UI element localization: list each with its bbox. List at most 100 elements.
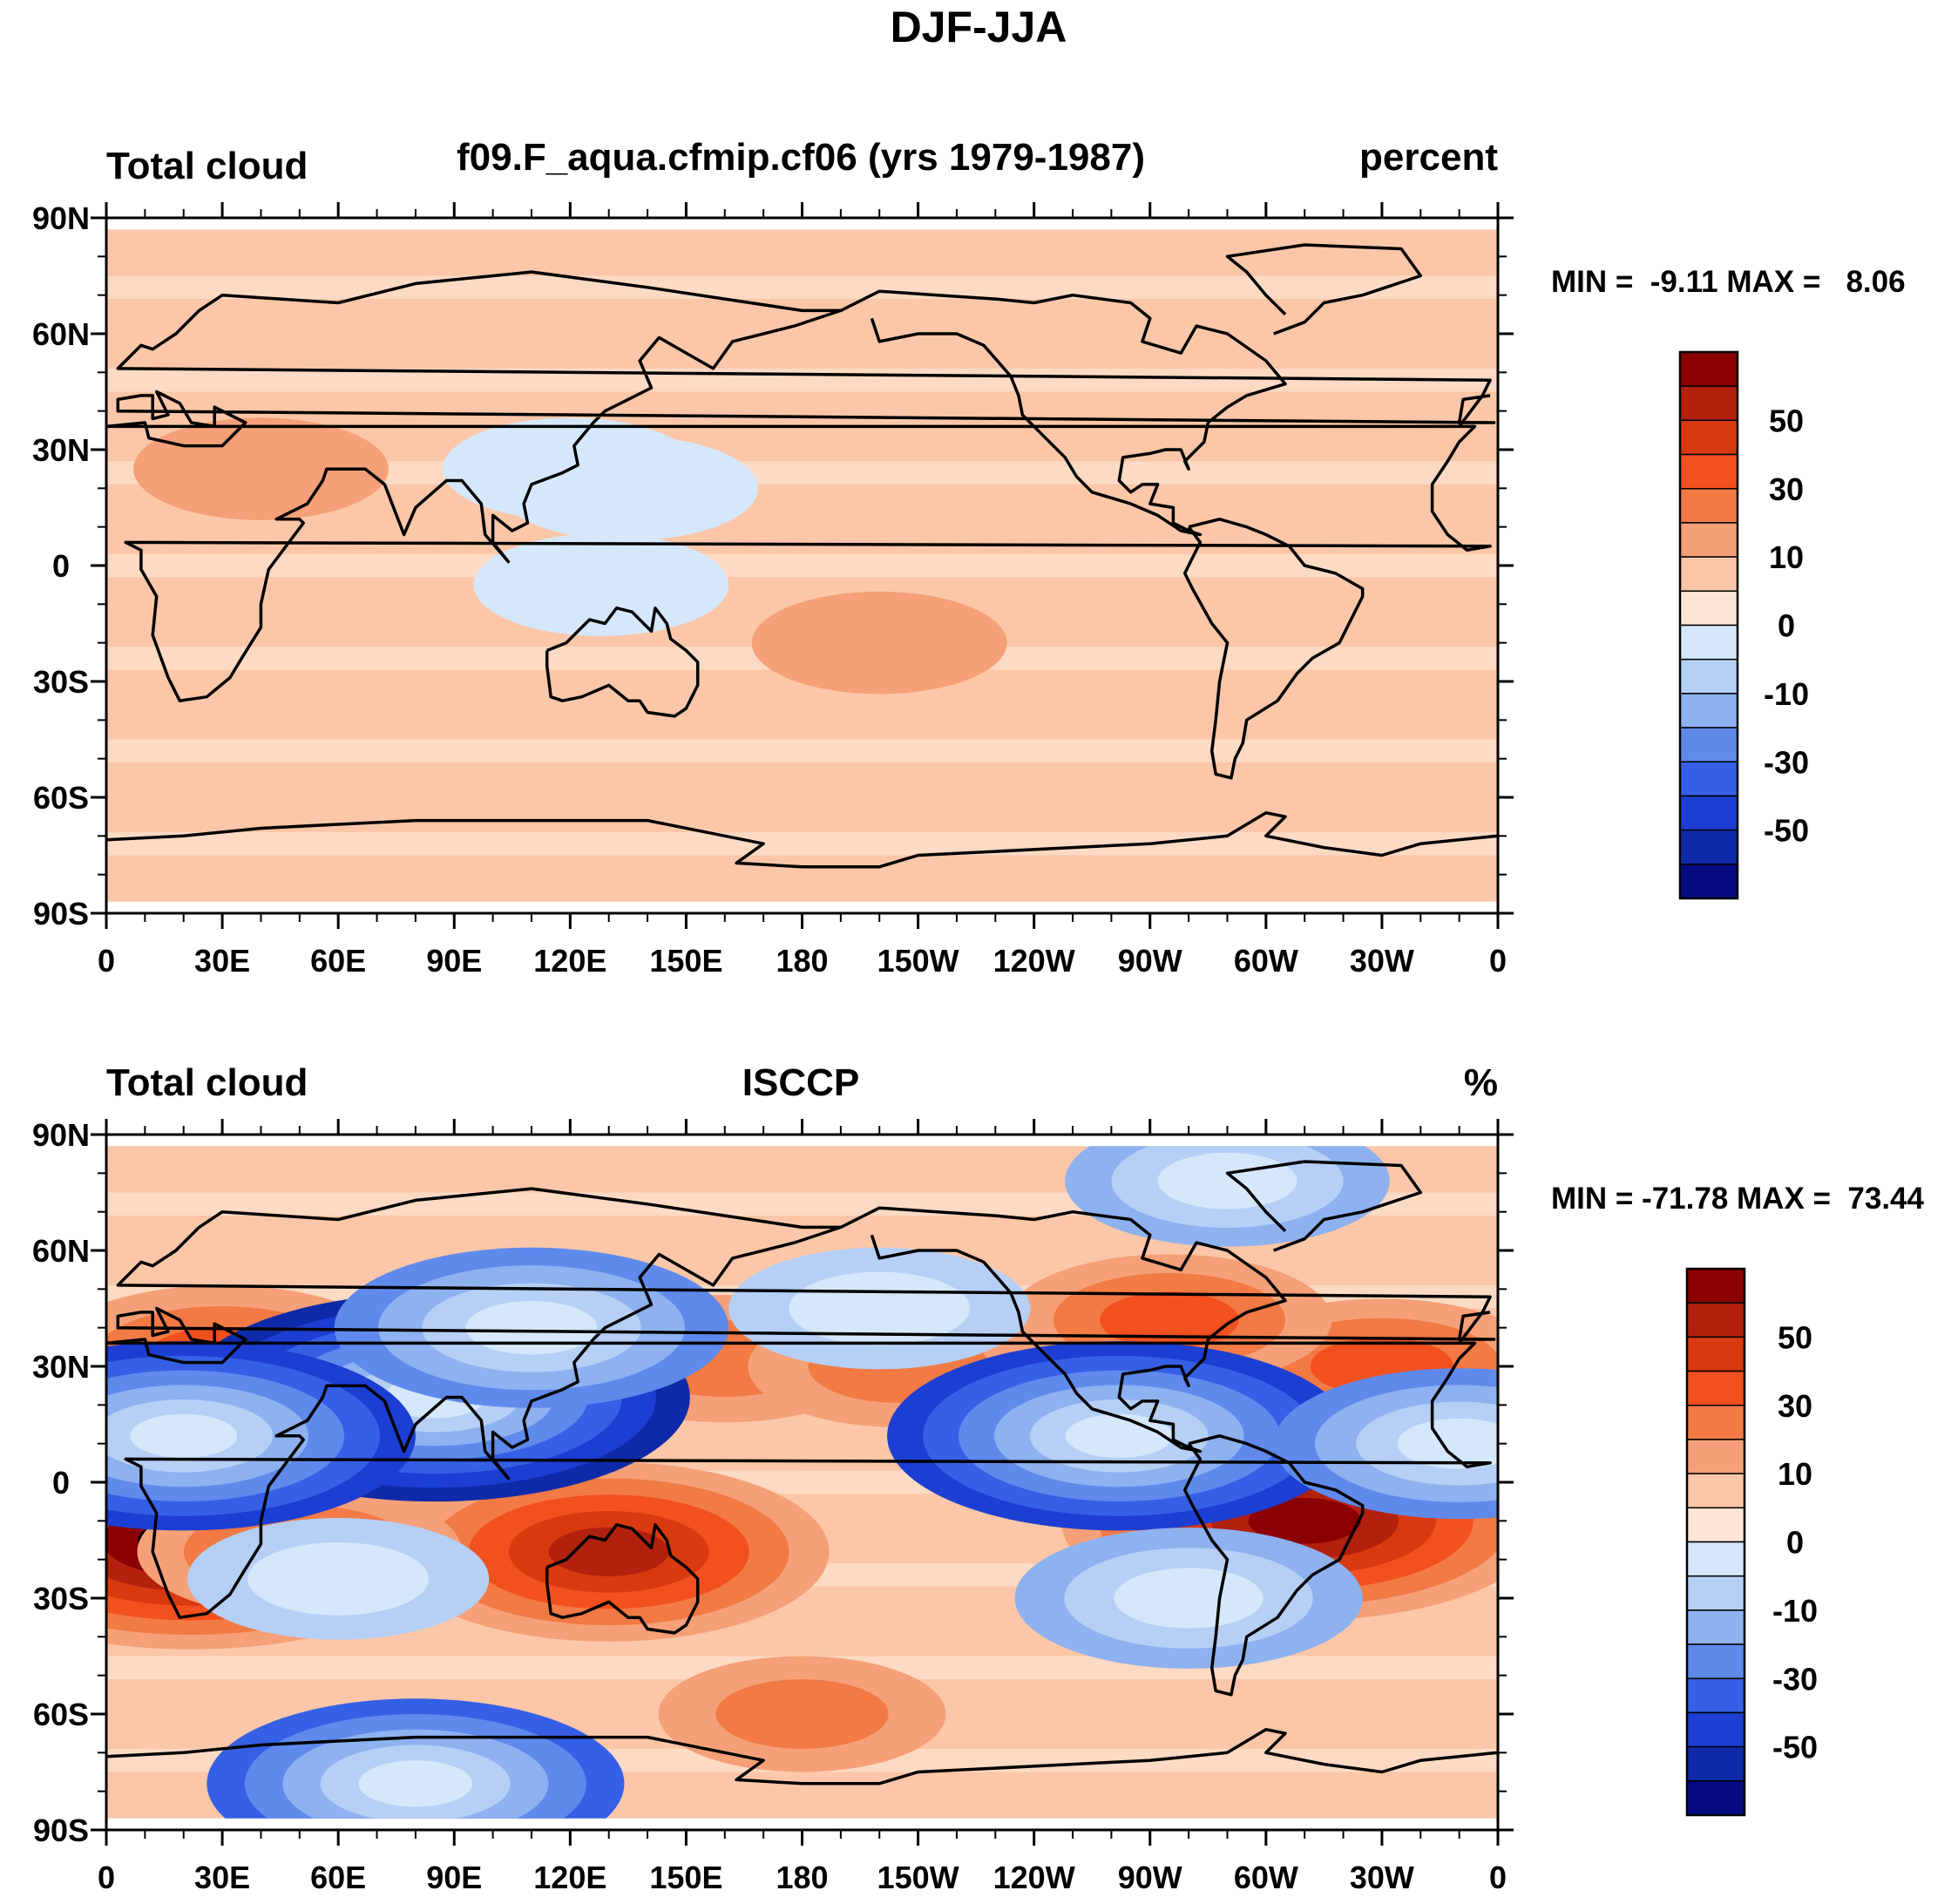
- colorbar-label: 10: [1778, 1456, 1812, 1492]
- colorbar-swatch: [1686, 1745, 1745, 1782]
- colorbar-swatch: [1679, 864, 1738, 899]
- lon-tick-label: 120W: [993, 1860, 1075, 1895]
- lon-tick-label: 90E: [426, 943, 482, 979]
- lon-tick-label: 150W: [877, 1860, 959, 1895]
- coastline: [840, 1206, 1287, 1453]
- colorbar-swatch: [1679, 385, 1738, 422]
- contour-blob: [715, 1679, 889, 1749]
- contour-blob: [751, 591, 1007, 695]
- lon-tick-label: 0: [1489, 943, 1507, 979]
- contour-band: [106, 878, 1498, 902]
- panel-stats: MIN = -9.11 MAX = 8.06: [1551, 265, 1906, 299]
- panel-center-label: f09.F_aqua.cfmip.cf06 (yrs 1979-1987): [457, 136, 1145, 179]
- lon-tick-label: 180: [776, 1860, 828, 1895]
- colorbar: 50 30 10 0 -10 -30 -50: [1685, 1267, 1818, 1817]
- coastline: [1225, 1160, 1423, 1252]
- colorbar-label: 50: [1778, 1319, 1812, 1355]
- lon-tick-label: 120W: [993, 943, 1075, 979]
- colorbar: 50 30 10 0 -10 -30 -50: [1678, 350, 1809, 900]
- colorbar-swatch: [1686, 1439, 1745, 1474]
- contour-field: [106, 1146, 1498, 1819]
- lat-tick-label: 90S: [33, 896, 89, 932]
- lon-tick-label: 60E: [310, 943, 366, 979]
- lat-tick-label: 30N: [32, 432, 90, 468]
- colorbar-label: -50: [1772, 1730, 1818, 1765]
- colorbar-swatch: [1679, 351, 1738, 387]
- colorbar-swatch: [1679, 488, 1738, 524]
- colorbar-label: 10: [1769, 539, 1804, 575]
- contour-band: [106, 322, 1498, 346]
- contour-band: [106, 693, 1498, 716]
- colorbar-swatch: [1686, 1677, 1745, 1714]
- colorbar-swatch: [1686, 1541, 1745, 1577]
- coastline: [545, 1523, 700, 1635]
- colorbar-swatch: [1686, 1711, 1745, 1748]
- lon-tick-label: 0: [1489, 1860, 1507, 1895]
- colorbar-label: -30: [1772, 1661, 1818, 1697]
- panel-isccp: Total cloud ISCCP % MIN = -71.78 MAX = 7…: [106, 1061, 1925, 1216]
- coastline: [1225, 243, 1423, 335]
- coastline: [840, 289, 1287, 537]
- lon-tick-label: 0: [98, 1860, 115, 1895]
- colorbar-frame: [1685, 1267, 1746, 1817]
- lon-tick-label: 90W: [1118, 1860, 1182, 1895]
- contour-band: [106, 229, 1498, 253]
- contour-band: [106, 368, 1498, 392]
- map-plot-area: 0 30E 60E 90E 120E 150E 180 150W 120W 90W 60W 30W 09…: [32, 1117, 1514, 1895]
- colorbar-frame: [1678, 350, 1739, 900]
- lon-tick-label: 60W: [1234, 943, 1298, 979]
- lat-tick-label: 60N: [32, 316, 90, 352]
- coastline: [106, 1727, 1498, 1785]
- contour-blob: [1065, 1413, 1173, 1458]
- colorbar-label: -30: [1764, 744, 1809, 780]
- lat-tick-label: 0: [52, 1465, 70, 1501]
- lon-tick-label: 180: [776, 943, 828, 979]
- colorbar-swatch: [1679, 556, 1738, 593]
- coastline: [1182, 518, 1365, 780]
- lon-tick-label: 30E: [194, 1860, 250, 1895]
- contour-band: [106, 785, 1498, 810]
- lat-tick-label: 30S: [33, 1581, 89, 1616]
- panel-model: Total cloud f09.F_aqua.cfmip.cf06 (yrs 1…: [106, 136, 1906, 299]
- lat-tick-label: 60N: [32, 1233, 90, 1269]
- colorbar-swatch: [1686, 1609, 1745, 1645]
- colorbar-label: 0: [1786, 1525, 1804, 1561]
- colorbar-swatch: [1686, 1370, 1745, 1406]
- contour-blob: [130, 1413, 238, 1458]
- colorbar-swatch: [1679, 658, 1738, 695]
- panel-right-label: percent: [1359, 136, 1498, 179]
- colorbar-swatch: [1679, 624, 1738, 661]
- coastline: [106, 1187, 1496, 1619]
- colorbar-swatch: [1679, 795, 1738, 831]
- contour-blob: [1100, 1291, 1239, 1349]
- colorbar-swatch: [1679, 727, 1738, 762]
- contour-blob: [358, 1760, 473, 1807]
- contour-blob: [1114, 1568, 1264, 1629]
- contour-blob: [1157, 1152, 1297, 1209]
- colorbar-swatch: [1686, 1473, 1745, 1509]
- colorbar-label: 50: [1769, 403, 1804, 438]
- contour-blob: [1397, 1418, 1498, 1469]
- contour-blob: [133, 417, 389, 520]
- lon-tick-label: 150E: [649, 1860, 722, 1895]
- figure-title: DJF-JJA: [891, 3, 1067, 51]
- lon-tick-label: 90E: [426, 1860, 482, 1895]
- colorbar-swatch: [1679, 419, 1738, 456]
- lat-tick-label: 60S: [33, 1697, 89, 1732]
- panel-left-label: Total cloud: [106, 1061, 308, 1104]
- panel-right-label: %: [1464, 1061, 1498, 1104]
- colorbar-swatch: [1686, 1268, 1745, 1304]
- colorbar-swatch: [1679, 761, 1738, 797]
- panel-stats: MIN = -71.78 MAX = 73.44: [1551, 1182, 1925, 1216]
- lon-tick-label: 120E: [533, 943, 606, 979]
- lon-tick-label: 120E: [533, 1860, 606, 1895]
- colorbar-swatch: [1686, 1302, 1745, 1338]
- colorbar-swatch: [1679, 693, 1738, 728]
- colorbar-swatch: [1679, 522, 1738, 558]
- contour-blob: [1248, 1497, 1361, 1544]
- colorbar-swatch: [1686, 1780, 1745, 1816]
- colorbar-swatch: [1679, 590, 1738, 627]
- contour-band: [106, 739, 1498, 763]
- lon-tick-label: 30W: [1350, 1860, 1414, 1895]
- colorbar-swatch: [1686, 1507, 1745, 1543]
